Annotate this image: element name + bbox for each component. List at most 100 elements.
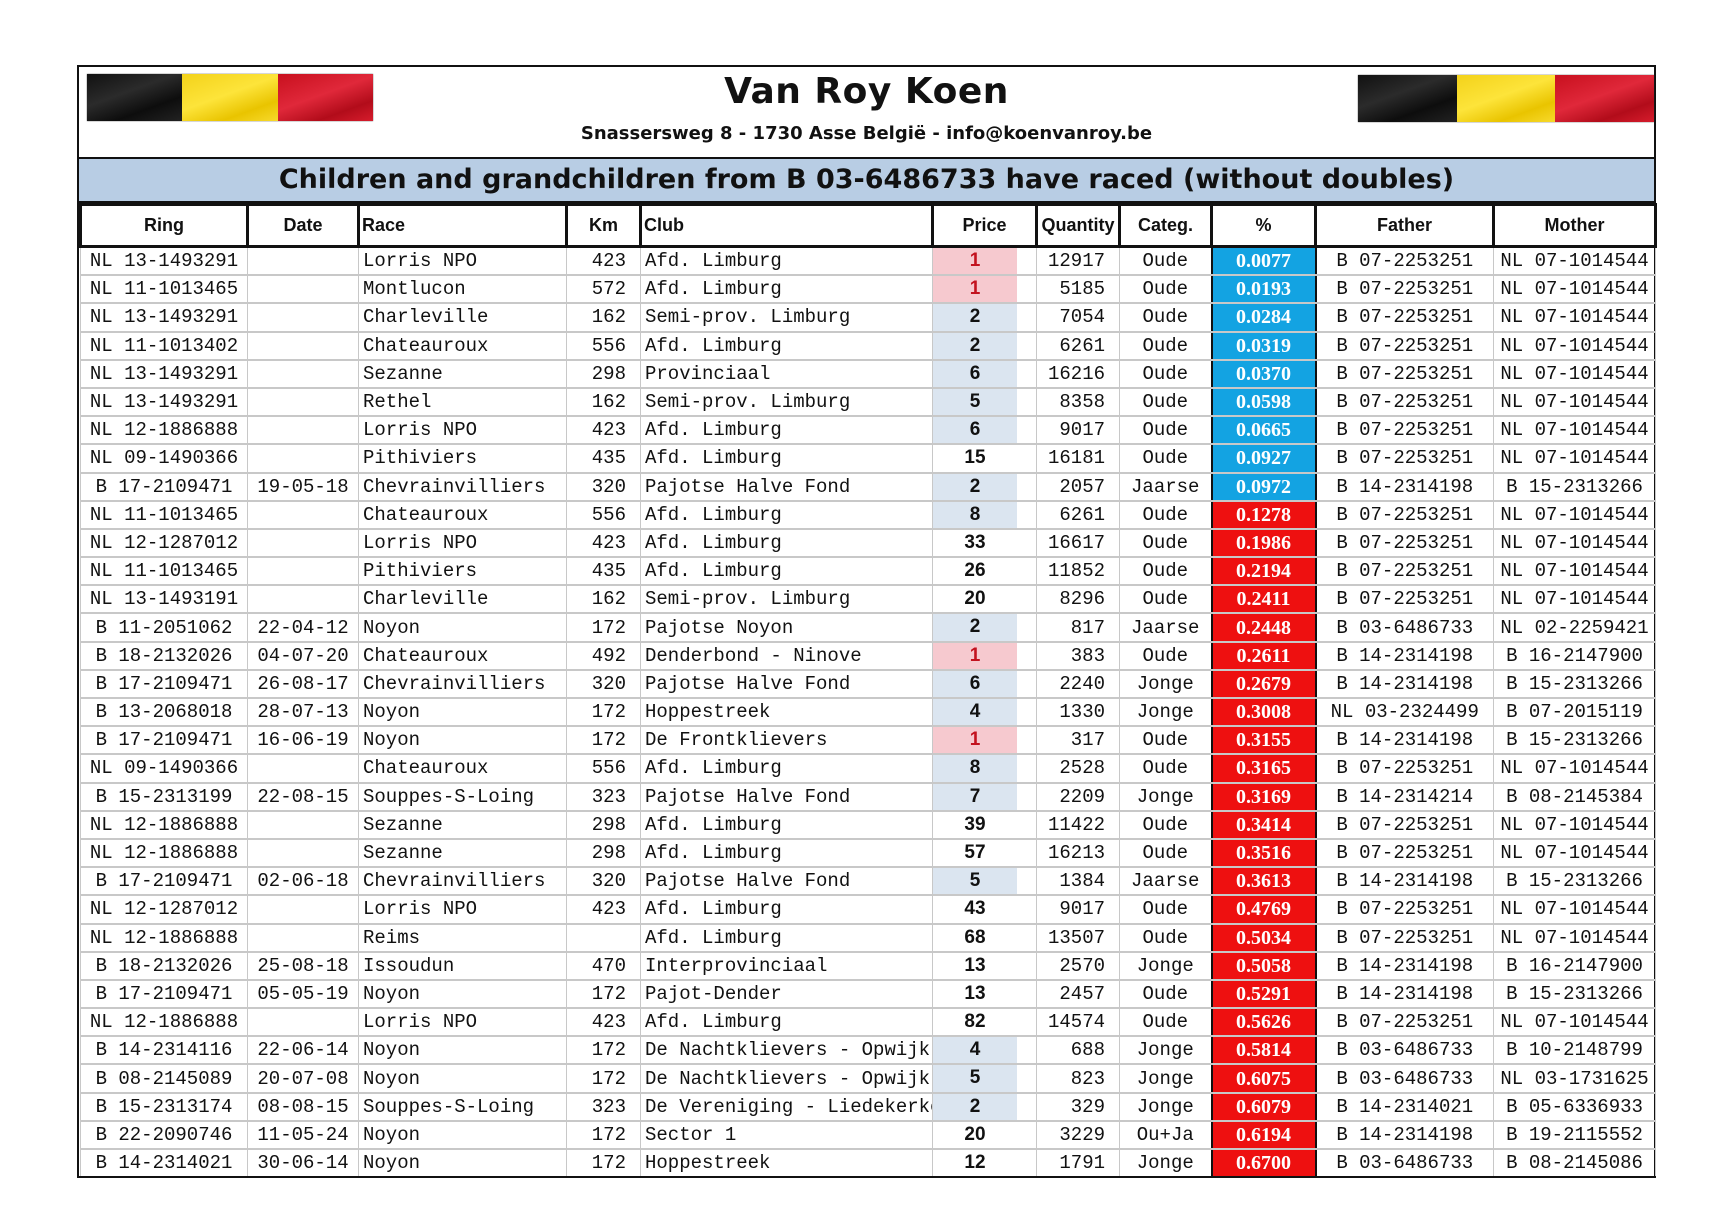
cell-mother: NL 07-1014544	[1493, 1007, 1656, 1038]
cell-date	[247, 387, 359, 418]
table-row: B 17-2109471 05-05-19 Noyon 172 Pajot-Dender…	[80, 979, 1656, 1010]
table-row: NL 11-1013465 Chateauroux 556 Afd. Limburg 8…	[80, 500, 1656, 530]
col-price: Price	[931, 203, 1038, 248]
cell-date	[247, 753, 359, 784]
cell-ring: B 17-2109471	[80, 866, 248, 897]
cell-categ: Oude	[1119, 500, 1212, 530]
cell-quantity: 383	[1036, 641, 1120, 671]
cell-race: Lorris NPO	[358, 528, 567, 559]
cell-date	[247, 246, 359, 277]
price-value: 1	[933, 276, 1017, 302]
cell-date	[247, 415, 359, 446]
cell-categ: Jaarse	[1119, 612, 1212, 643]
cell-date: 04-07-20	[247, 641, 359, 671]
cell-km: 298	[566, 810, 641, 840]
col-mother: Mother	[1492, 203, 1657, 248]
cell-race: Pithiviers	[358, 556, 567, 587]
cell-categ: Oude	[1119, 443, 1212, 474]
cell-date	[247, 443, 359, 474]
col-percent: %	[1210, 203, 1317, 248]
cell-date	[247, 838, 359, 869]
cell-mother: B 05-6336933	[1493, 1092, 1656, 1122]
cell-percent: 0.0665	[1210, 415, 1317, 446]
cell-categ: Oude	[1119, 415, 1212, 446]
cell-categ: Oude	[1119, 725, 1212, 756]
cell-km: 572	[566, 274, 641, 305]
cell-categ: Jonge	[1119, 782, 1212, 812]
table-banner: Children and grandchildren from B 03-648…	[79, 159, 1654, 203]
cell-race: Charleville	[358, 584, 567, 615]
cell-km: 162	[566, 584, 641, 615]
cell-race: Lorris NPO	[358, 894, 567, 925]
cell-price: 13	[932, 951, 1037, 981]
cell-quantity: 9017	[1036, 415, 1120, 446]
cell-date	[247, 810, 359, 840]
cell-ring: NL 12-1886888	[80, 415, 248, 446]
cell-price: 2	[932, 302, 1037, 333]
cell-date: 11-05-24	[247, 1120, 359, 1151]
cell-percent: 0.2411	[1210, 584, 1317, 615]
table-row: NL 12-1886888 Reims Afd. Limburg 68 13507 Oud…	[80, 922, 1656, 953]
cell-ring: NL 13-1493291	[80, 359, 248, 389]
price-value: 13	[933, 980, 1017, 1007]
cell-mother: NL 07-1014544	[1493, 810, 1656, 840]
table-row: B 17-2109471 26-08-17 Chevrainvilliers 320 P…	[80, 669, 1656, 700]
cell-km: 323	[566, 782, 641, 812]
cell-quantity: 14574	[1036, 1007, 1120, 1038]
cell-categ: Oude	[1119, 302, 1212, 333]
cell-race: Pithiviers	[358, 443, 567, 474]
cell-date: 05-05-19	[247, 979, 359, 1010]
cell-categ: Oude	[1119, 528, 1212, 559]
cell-price: 2	[932, 1092, 1037, 1122]
cell-race: Lorris NPO	[358, 415, 567, 446]
cell-categ: Oude	[1119, 274, 1212, 305]
cell-club: Afd. Limburg	[640, 922, 933, 953]
cell-father: B 07-2253251	[1315, 387, 1494, 418]
cell-price: 8	[932, 753, 1037, 784]
cell-quantity: 11852	[1036, 556, 1120, 587]
cell-price: 82	[932, 1007, 1037, 1038]
cell-quantity: 2570	[1036, 951, 1120, 981]
price-value: 6	[933, 670, 1017, 696]
cell-race: Lorris NPO	[358, 246, 567, 277]
cell-race: Noyon	[358, 1148, 567, 1177]
cell-ring: B 08-2145089	[80, 1063, 248, 1094]
table-row: NL 12-1886888 Sezanne 298 Afd. Limburg 39 114…	[80, 810, 1656, 840]
cell-race: Noyon	[358, 979, 567, 1010]
cell-price: 12	[932, 1148, 1037, 1177]
cell-mother: B 15-2313266	[1493, 866, 1656, 897]
cell-categ: Oude	[1119, 979, 1212, 1010]
table-row: NL 09-1490366 Pithiviers 435 Afd. Limburg 15…	[80, 443, 1656, 474]
cell-percent: 0.3516	[1210, 838, 1317, 869]
cell-km: 172	[566, 979, 641, 1010]
cell-date: 22-04-12	[247, 612, 359, 643]
belgian-flag-right	[1358, 75, 1655, 122]
page-title: Van Roy Koen	[724, 71, 1009, 112]
cell-race: Montlucon	[358, 274, 567, 305]
cell-categ: Oude	[1119, 556, 1212, 587]
cell-price: 1	[932, 246, 1037, 277]
cell-ring: NL 12-1287012	[80, 528, 248, 559]
column-header-row: Ring Date Race Km Club Price Quantity Ca…	[79, 203, 1657, 248]
cell-date: 26-08-17	[247, 669, 359, 700]
cell-categ: Jaarse	[1119, 866, 1212, 897]
table-row: NL 09-1490366 Chateauroux 556 Afd. Limburg 8…	[80, 753, 1656, 784]
cell-club: Pajotse Noyon	[640, 612, 933, 643]
price-value: 39	[933, 811, 1017, 837]
cell-ring: B 17-2109471	[80, 979, 248, 1010]
cell-quantity: 823	[1036, 1063, 1120, 1094]
cell-father: B 14-2314214	[1315, 782, 1494, 812]
cell-price: 5	[932, 866, 1037, 897]
cell-club: Pajot-Dender	[640, 979, 933, 1010]
sheet-header: Van Roy Koen Snassersweg 8 - 1730 Asse B…	[79, 67, 1655, 159]
cell-percent: 0.0077	[1210, 246, 1317, 277]
cell-date	[247, 528, 359, 559]
cell-mother: NL 07-1014544	[1493, 443, 1656, 474]
cell-ring: NL 13-1493291	[80, 387, 248, 418]
cell-percent: 0.0319	[1210, 331, 1317, 361]
cell-km: 435	[566, 556, 641, 587]
cell-percent: 0.3008	[1210, 697, 1317, 728]
table-row: B 15-2313199 22-08-15 Souppes-S-Loing 323 Pa…	[80, 782, 1656, 812]
price-value: 43	[933, 896, 1017, 922]
table-row: B 18-2132026 04-07-20 Chateauroux 492 Dender…	[80, 641, 1656, 671]
